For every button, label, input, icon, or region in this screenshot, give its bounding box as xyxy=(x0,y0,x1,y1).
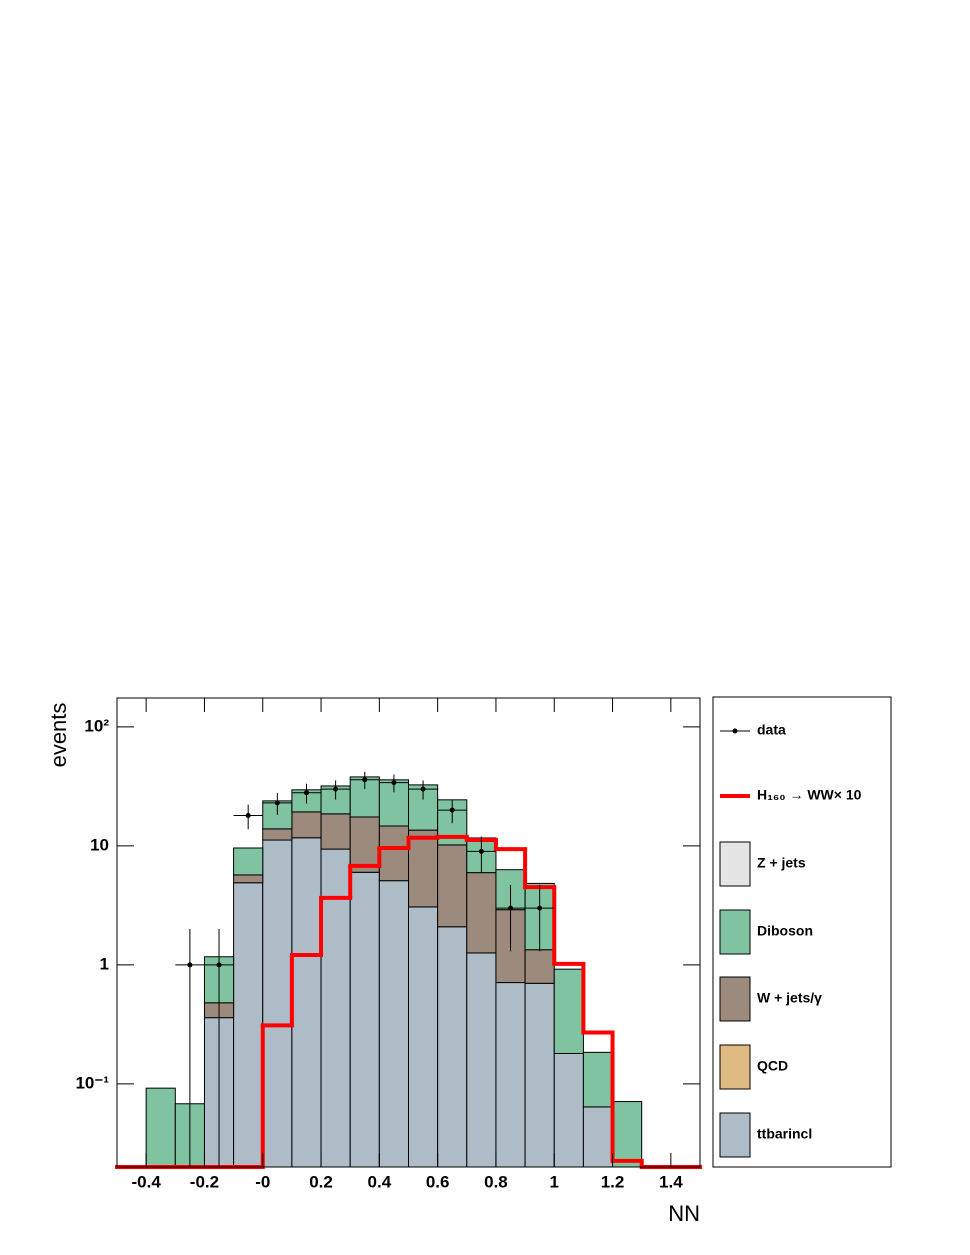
legend-swatch xyxy=(719,909,751,955)
stack-bar xyxy=(553,968,584,1054)
data-point xyxy=(187,962,193,968)
stack-bar xyxy=(524,982,555,1168)
stack-bar xyxy=(582,1106,614,1168)
x-tick-label: 0.6 xyxy=(426,1172,450,1191)
stack-bar xyxy=(291,837,322,1168)
y-tick-label: 1 xyxy=(100,954,109,973)
legend-label: ttbarincl xyxy=(757,1126,812,1142)
y-tick-label: 10² xyxy=(84,716,109,735)
stack-bar xyxy=(612,1101,643,1168)
stack-bar xyxy=(262,839,293,1168)
y-axis-label: events xyxy=(46,703,71,768)
legend-swatch xyxy=(719,976,751,1022)
x-tick-label: -0.2 xyxy=(190,1172,219,1191)
stack-bar xyxy=(320,848,351,1168)
legend-label: QCD xyxy=(757,1058,788,1074)
legend-label: data xyxy=(757,722,786,738)
data-point xyxy=(420,786,426,792)
data-point xyxy=(508,905,514,911)
data-point xyxy=(537,905,543,911)
data-point xyxy=(274,800,280,806)
x-tick-label: -0 xyxy=(255,1172,270,1191)
x-tick-label: 0.4 xyxy=(368,1172,392,1191)
stack-bar xyxy=(553,1052,584,1168)
stack-bar xyxy=(349,871,380,1168)
stack-bar xyxy=(233,874,264,884)
x-tick-label: 0.2 xyxy=(309,1172,333,1191)
x-axis-label: NN xyxy=(668,1201,700,1226)
data-point xyxy=(303,790,309,796)
stack-bar xyxy=(408,829,439,908)
legend-label: Z + jets xyxy=(757,855,806,871)
x-tick-label: 1.2 xyxy=(601,1172,625,1191)
stack-bar xyxy=(378,825,410,882)
stack-bar xyxy=(466,872,497,954)
legend-data-marker xyxy=(732,728,738,734)
x-tick-label: 1 xyxy=(550,1172,559,1191)
legend-swatch xyxy=(719,1044,751,1090)
stack-bar xyxy=(378,880,410,1168)
stack-bar xyxy=(466,952,497,1168)
legend-swatch xyxy=(719,1112,751,1158)
x-tick-label: -0.4 xyxy=(132,1172,162,1191)
x-tick-label: 1.4 xyxy=(659,1172,683,1191)
stack-bar xyxy=(582,1051,614,1108)
stack-bar xyxy=(495,982,526,1168)
y-tick-label: 10 xyxy=(90,835,109,854)
stack-bar xyxy=(262,828,293,841)
data-point xyxy=(245,813,251,819)
stack-bar xyxy=(291,811,322,839)
x-tick-label: 0.8 xyxy=(484,1172,508,1191)
legend-label: H₁₆₀ → WW× 10 xyxy=(757,787,862,803)
y-tick-label: 10⁻¹ xyxy=(75,1073,109,1092)
axes-frame xyxy=(116,697,701,1168)
stack-bar xyxy=(233,882,264,1168)
data-point xyxy=(391,780,397,786)
stack-bar xyxy=(145,1087,176,1168)
legend-label: Diboson xyxy=(757,923,813,939)
stack-bar xyxy=(408,906,439,1168)
stack-bar xyxy=(437,926,468,1168)
data-point xyxy=(449,807,455,813)
data-point xyxy=(362,777,368,783)
legend-swatch xyxy=(719,841,751,887)
data-point xyxy=(478,848,484,854)
stack-bar xyxy=(437,844,468,928)
legend-label: W + jets/γ xyxy=(757,990,822,1006)
stack-bar xyxy=(524,949,555,984)
stack-bar xyxy=(233,847,264,876)
data-point xyxy=(216,962,222,968)
stack-bar xyxy=(320,813,351,850)
data-point xyxy=(333,786,339,792)
